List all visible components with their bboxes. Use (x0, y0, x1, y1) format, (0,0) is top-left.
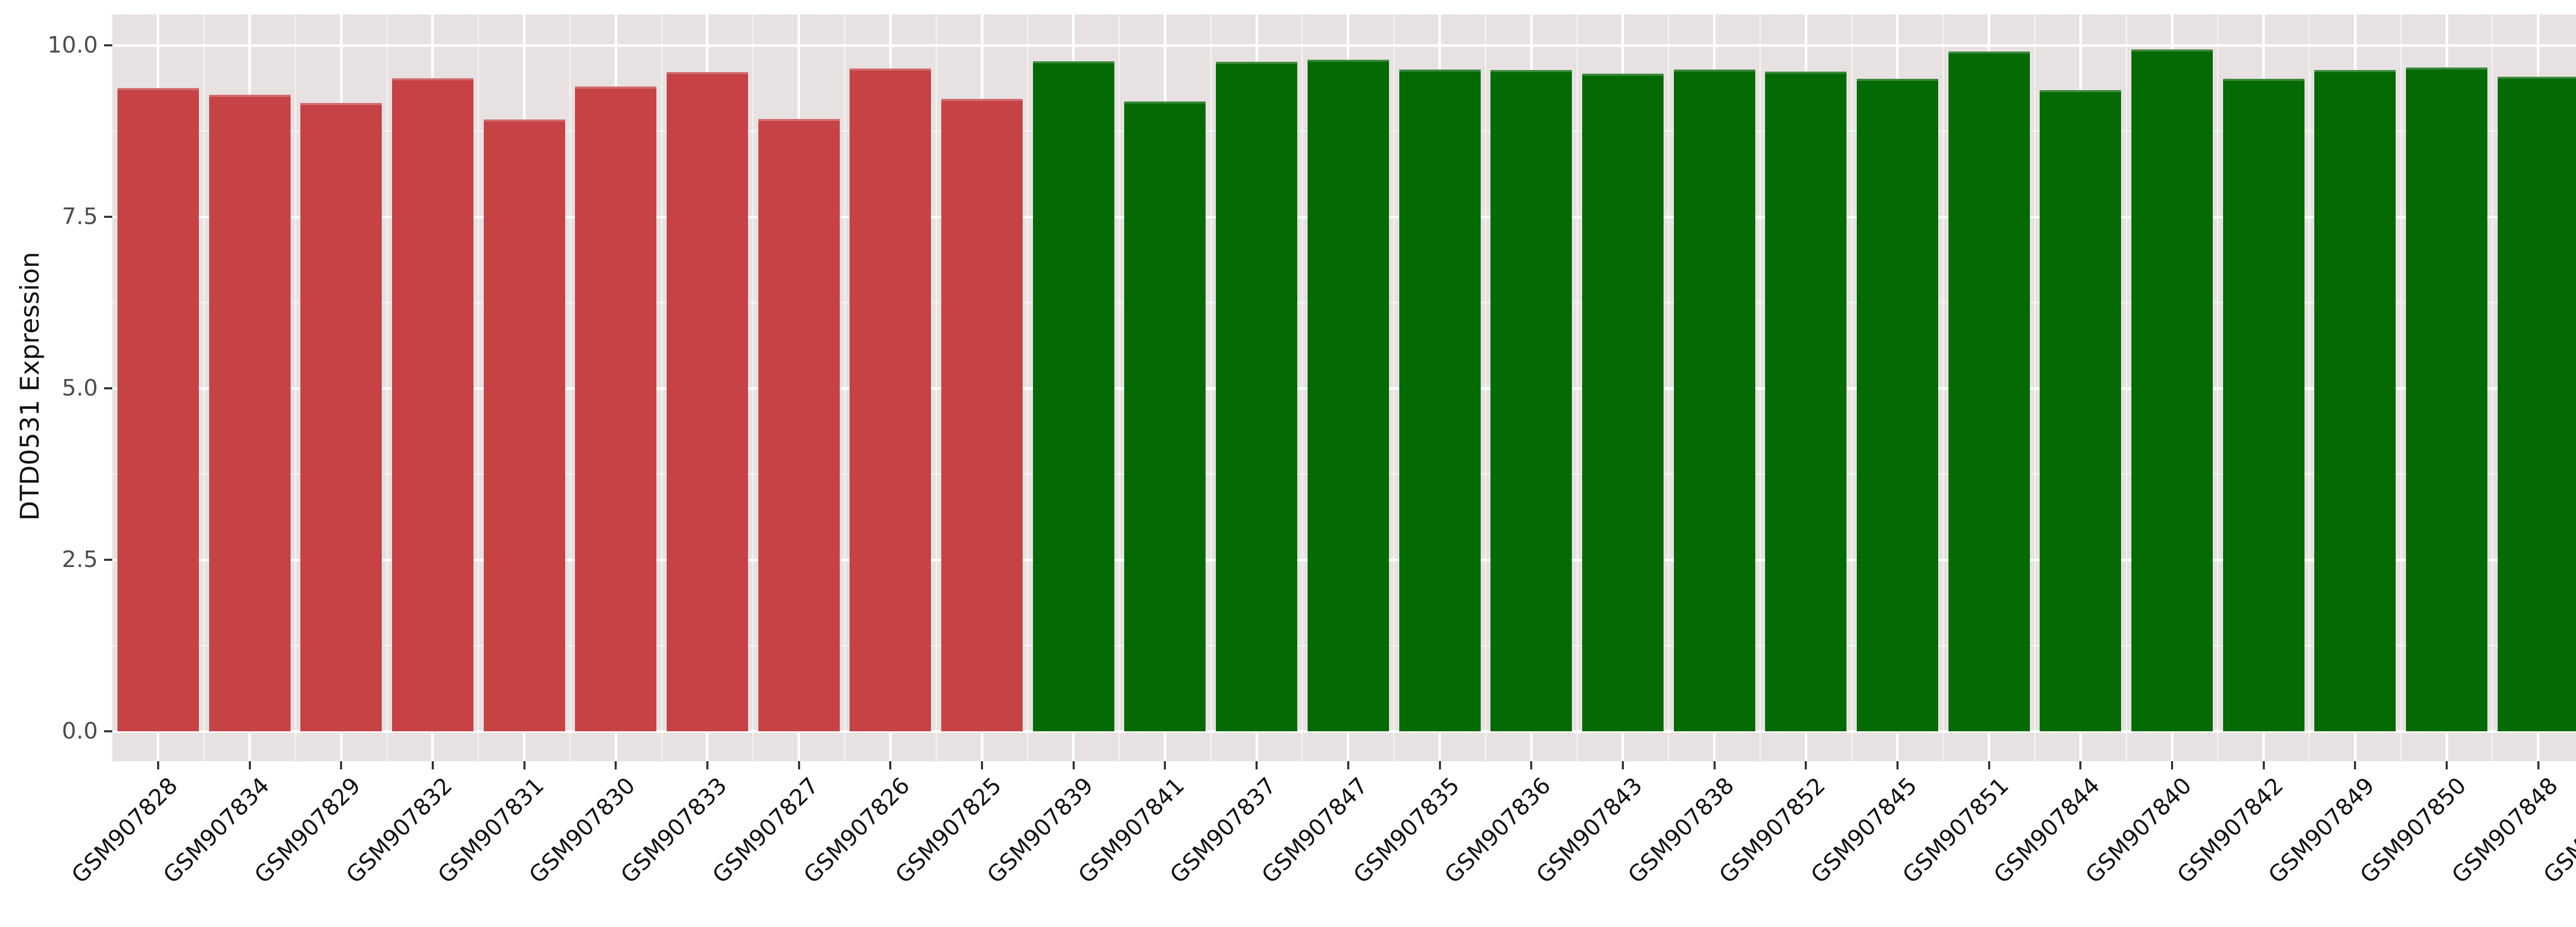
bar-GSM907825 (941, 98, 1023, 731)
x-tick-mark (2171, 761, 2174, 769)
bar-GSM907830 (575, 86, 657, 731)
x-tick-mark (1988, 761, 1990, 769)
bar-GSM907827 (758, 118, 840, 731)
x-tick-mark (2537, 761, 2539, 769)
y-tick-mark (104, 559, 112, 561)
bar-GSM907838 (1673, 69, 1755, 731)
bar-GSM907851 (1948, 51, 2030, 731)
bar-GSM907845 (1856, 79, 1938, 731)
y-tick-label: 0.0 (62, 718, 98, 744)
x-tick-mark (615, 761, 617, 769)
y-axis-title: DTD0531 Expression (15, 251, 45, 521)
h-major-gridline (112, 730, 2576, 733)
y-tick-label: 2.5 (62, 546, 98, 573)
bar-GSM907852 (1765, 71, 1847, 731)
bar-GSM907831 (483, 119, 565, 731)
bar-GSM907843 (1582, 73, 1664, 731)
x-tick-mark (798, 761, 800, 769)
bar-GSM907832 (392, 78, 473, 731)
y-tick-mark (104, 730, 112, 732)
x-tick-mark (1072, 761, 1075, 769)
y-tick-mark (104, 387, 112, 389)
x-tick-mark (523, 761, 526, 769)
bar-GSM907834 (209, 94, 291, 731)
x-tick-mark (1438, 761, 1441, 769)
x-tick-mark (1713, 761, 1716, 769)
y-tick-mark (104, 44, 112, 46)
x-tick-mark (2354, 761, 2357, 769)
x-tick-mark (340, 761, 343, 769)
x-tick-mark (981, 761, 984, 769)
bar-GSM907848 (2497, 77, 2576, 731)
bar-GSM907844 (2040, 90, 2122, 731)
x-tick-mark (1256, 761, 1258, 769)
bar-GSM907829 (300, 102, 382, 731)
x-tick-mark (2446, 761, 2448, 769)
bar-GSM907841 (1124, 101, 1206, 731)
x-tick-mark (2079, 761, 2082, 769)
x-tick-mark (1530, 761, 1533, 769)
bar-GSM907835 (1399, 69, 1481, 731)
x-tick-mark (157, 761, 159, 769)
x-tick-mark (1805, 761, 1807, 769)
y-tick-label: 7.5 (62, 203, 98, 230)
y-tick-label: 5.0 (62, 375, 98, 401)
bar-GSM907842 (2223, 79, 2304, 731)
x-tick-mark (248, 761, 251, 769)
bar-GSM907847 (1307, 59, 1389, 731)
bar-GSM907836 (1490, 70, 1572, 731)
y-tick-mark (104, 216, 112, 218)
bar-GSM907850 (2406, 67, 2488, 731)
h-major-gridline (112, 44, 2576, 47)
x-tick-mark (1896, 761, 1899, 769)
bar-GSM907837 (1216, 61, 1298, 731)
bar-GSM907826 (850, 68, 931, 731)
x-tick-mark (1621, 761, 1624, 769)
x-tick-mark (2262, 761, 2265, 769)
x-tick-mark (431, 761, 434, 769)
bar-GSM907849 (2314, 70, 2396, 731)
x-tick-mark (1347, 761, 1349, 769)
bar-GSM907839 (1032, 61, 1114, 731)
bar-GSM907833 (666, 72, 748, 731)
y-tick-label: 10.0 (47, 32, 98, 58)
bar-GSM907828 (117, 88, 199, 731)
x-tick-mark (706, 761, 708, 769)
x-tick-mark (889, 761, 892, 769)
bar-GSM907840 (2131, 49, 2213, 731)
x-tick-mark (1164, 761, 1166, 769)
